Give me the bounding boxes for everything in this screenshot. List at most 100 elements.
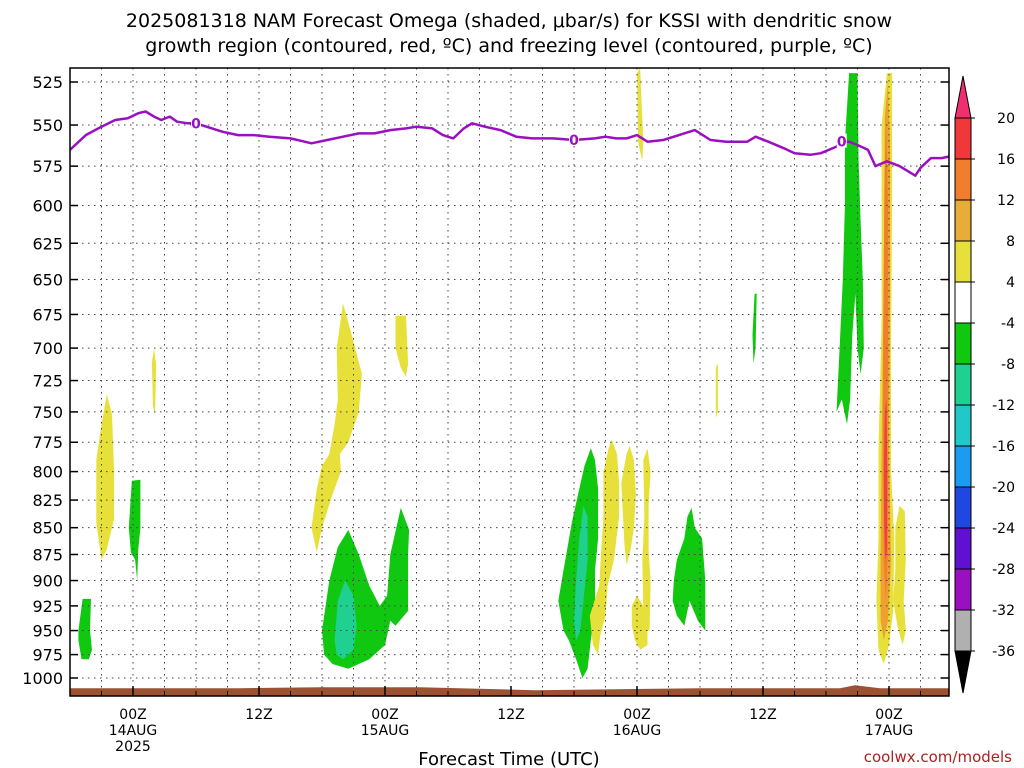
chart-title-line-1: 2025081318 NAM Forecast Omega (shaded, μ… xyxy=(126,10,892,32)
omega-region-rising-4 xyxy=(311,303,362,553)
omega-region-sinking-neg4 xyxy=(128,479,141,581)
ground-band xyxy=(70,685,949,696)
colorbar-label: -28 xyxy=(992,562,1015,578)
ground-surface-band xyxy=(70,685,949,696)
y-tick-label: 700 xyxy=(32,339,63,358)
colorbar-label: 16 xyxy=(997,152,1015,168)
colorbar-band xyxy=(954,199,972,242)
colorbar-label: -12 xyxy=(992,398,1015,414)
y-tick-label: 525 xyxy=(32,73,63,92)
freezing-level-label: 0 xyxy=(837,135,847,151)
colorbar-band xyxy=(954,322,972,365)
x-tick-label: 12Z xyxy=(497,707,524,723)
omega-region-rising-4 xyxy=(642,448,651,631)
omega-region-rising-4 xyxy=(893,505,906,645)
freezing-label-bg xyxy=(836,133,847,148)
x-tick-year: 2025 xyxy=(115,739,151,755)
omega-region-sinking-neg4 xyxy=(950,236,952,348)
colorbar-band xyxy=(954,158,972,201)
omega-region-sinking-neg4 xyxy=(752,293,757,364)
y-tick-label: 575 xyxy=(32,157,63,176)
y-tick-label: 875 xyxy=(32,545,63,564)
omega-region-sinking-neg8 xyxy=(334,580,357,660)
colorbar-label: 4 xyxy=(1006,275,1015,291)
y-tick-label: 550 xyxy=(32,116,63,135)
colorbar-label: -20 xyxy=(992,480,1015,496)
colorbar-band xyxy=(954,486,972,529)
colorbar-label: -32 xyxy=(992,603,1015,619)
freezing-level-label: 0 xyxy=(569,133,579,149)
y-tick-label: 675 xyxy=(32,305,63,324)
colorbar-label: 20 xyxy=(997,111,1015,127)
x-tick-label: 00Z xyxy=(119,707,146,723)
omega-region-sinking-neg4 xyxy=(836,73,864,425)
y-tick-label: 825 xyxy=(32,491,63,510)
colorbar-label: -16 xyxy=(992,439,1015,455)
y-tick-label: 975 xyxy=(32,646,63,665)
omega-region-rising-20 xyxy=(883,399,888,560)
x-tick-date: 15AUG xyxy=(361,723,410,739)
colorbar-band xyxy=(954,240,972,283)
y-tick-label: 775 xyxy=(32,433,63,452)
colorbar-legend: 20 16 12 8 4 -4 -8 -12 -16 -20 -24 -28 -32 -36 xyxy=(954,75,1015,694)
omega-region-rising-4 xyxy=(395,315,409,377)
y-tick-label: 925 xyxy=(32,597,63,616)
x-axis-title: Forecast Time (UTC) xyxy=(418,749,599,768)
x-tick-label: 12Z xyxy=(749,707,776,723)
y-tick-label: 900 xyxy=(32,572,63,591)
colorbar-band xyxy=(954,117,972,160)
colorbar-band xyxy=(954,363,972,406)
omega-region-rising-4 xyxy=(715,363,718,419)
x-tick-label: 00Z xyxy=(875,707,902,723)
colorbar-band xyxy=(954,281,972,324)
omega-region-rising-4 xyxy=(589,439,620,655)
colorbar-band xyxy=(954,445,972,488)
x-tick-label: 12Z xyxy=(245,707,272,723)
y-axis-pressure: 525 550 575 600 625 650 675 700 725 750 775 800 825 8… xyxy=(22,73,949,688)
y-tick-label: 650 xyxy=(32,271,63,290)
x-tick-date: 17AUG xyxy=(865,723,914,739)
y-tick-label: 850 xyxy=(32,519,63,538)
y-tick-label: 950 xyxy=(32,622,63,641)
colorbar-bottom-arrow xyxy=(954,650,972,694)
y-tick-label: 725 xyxy=(32,372,63,391)
freezing-level-label: 0 xyxy=(191,116,201,132)
omega-region-rising-4 xyxy=(621,445,636,565)
y-tick-label: 625 xyxy=(32,234,63,253)
colorbar-band xyxy=(954,404,972,447)
freezing-level-contour: 0 0 0 xyxy=(70,110,949,177)
freezing-label-bg xyxy=(569,132,579,147)
chart-title-line-2: growth region (contoured, red, ºC) and f… xyxy=(145,35,872,57)
omega-region-rising-4 xyxy=(96,394,115,560)
grid-lines xyxy=(70,68,949,696)
x-tick-label: 00Z xyxy=(371,707,398,723)
colorbar-label: -24 xyxy=(992,521,1015,537)
plot-frame xyxy=(69,67,950,697)
colorbar-label: -4 xyxy=(1001,316,1015,332)
freezing-label-bg xyxy=(191,115,201,130)
y-tick-label: 750 xyxy=(32,403,63,422)
omega-region-sinking-neg4 xyxy=(672,507,706,631)
colorbar-band xyxy=(954,527,972,570)
x-tick-label: 00Z xyxy=(623,707,650,723)
omega-region-rising-4 xyxy=(151,348,157,415)
colorbar-label: 12 xyxy=(997,193,1015,209)
omega-region-sinking-neg8 xyxy=(574,505,588,641)
colorbar-top-arrow xyxy=(954,75,972,119)
colorbar-label: -8 xyxy=(1001,357,1015,373)
y-tick-label: 800 xyxy=(32,463,63,482)
omega-region-sinking-neg4 xyxy=(322,507,410,669)
watermark-text: coolwx.com/models xyxy=(864,748,1012,766)
colorbar-band xyxy=(954,609,972,652)
omega-region-sinking-neg4 xyxy=(78,598,92,660)
colorbar-band xyxy=(954,568,972,611)
y-tick-label: 600 xyxy=(32,197,63,216)
x-tick-date: 14AUG xyxy=(109,723,158,739)
x-tick-date: 16AUG xyxy=(613,723,662,739)
y-tick-label: 1000 xyxy=(22,669,63,688)
colorbar-label: 8 xyxy=(1006,234,1015,250)
omega-shaded-regions xyxy=(78,68,952,678)
colorbar-label: -36 xyxy=(992,644,1015,660)
